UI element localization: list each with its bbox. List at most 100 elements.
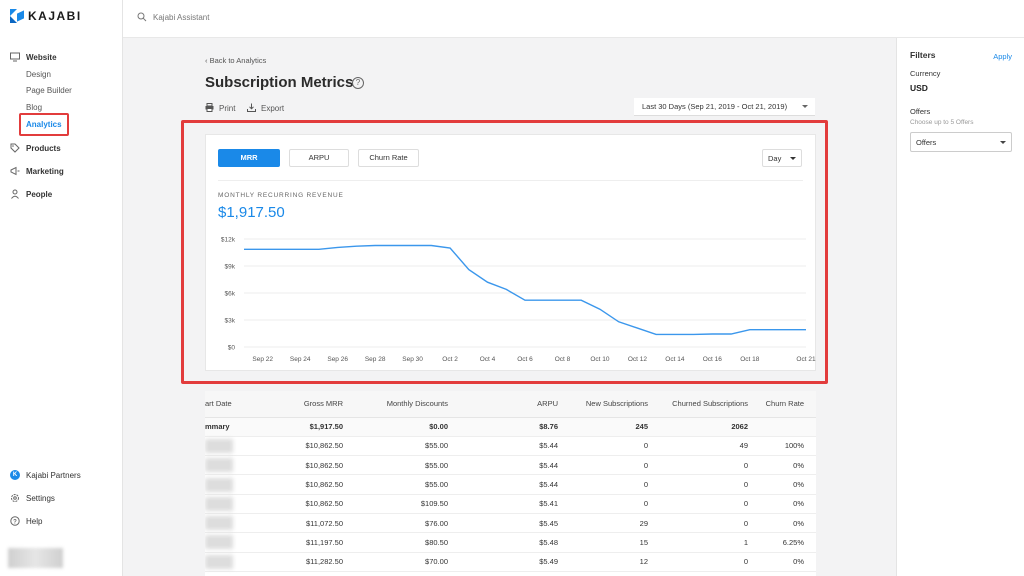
col-monthly-discounts[interactable]: Monthly Discounts [355,391,460,418]
table-cell: 0 [570,436,660,457]
apply-button[interactable]: Apply [993,52,1012,61]
y-tick-label: $6k [225,291,236,298]
x-tick-label: Oct 21 [796,356,816,363]
chart-y-axis: $0 $3k $6k $9k $12k [221,237,236,352]
summary-cell [760,417,816,437]
user-avatar-blurred[interactable] [8,548,63,568]
tab-churn-rate[interactable]: Churn Rate [358,149,419,167]
chart-card: MRR ARPU Churn Rate Day MONTHLY RECURRIN… [205,134,816,371]
tab-mrr[interactable]: MRR [218,149,280,167]
x-tick-label: Sep 22 [252,356,273,363]
chart-grid [244,238,806,348]
export-button[interactable]: Export [247,103,284,114]
table-cell: 0 [660,494,760,514]
nav-marketing[interactable]: Marketing [10,166,64,176]
table-cell: $5.44 [460,436,570,457]
currency-label: Currency [910,69,941,78]
analytics-highlight-box [19,113,69,136]
x-tick-label: Sep 26 [327,356,348,363]
blurred-date [205,458,233,473]
table-cell: 100% [760,436,816,457]
nav-help[interactable]: ? Help [10,516,42,526]
caret-down-icon [1000,141,1006,144]
summary-cell: 245 [570,417,660,437]
chart-x-axis: Sep 22 Sep 24 Sep 26 Sep 28 Sep 30 Oct 2 Oct 4… [252,356,816,363]
partners-icon: K [10,470,20,480]
kajabi-logo[interactable]: KAJABI [10,9,82,23]
table-cell: $5.41 [460,494,570,514]
col-churn-rate[interactable]: Churn Rate [760,391,816,418]
nav-design[interactable]: Design [26,70,51,79]
top-bar: Kajabi Assistant [123,0,1024,38]
table-row: $10,862.50 $55.00 $5.44 0 0 0% [205,455,816,476]
table-cell: $80.50 [355,532,460,553]
col-gross-mrr[interactable]: Gross MRR [275,391,355,418]
nav-settings[interactable]: Settings [10,493,55,503]
summary-cell: 2062 [660,417,760,437]
nav-website[interactable]: Website [10,52,57,62]
col-new-subscriptions[interactable]: New Subscriptions [570,391,660,418]
table-cell: $11,282.50 [275,552,355,572]
monitor-icon [10,52,20,62]
table-cell: $55.00 [355,474,460,495]
y-tick-label: $0 [228,345,236,352]
nav-people[interactable]: People [10,189,52,199]
x-tick-label: Oct 6 [517,356,533,363]
x-tick-label: Oct 2 [442,356,458,363]
svg-text:?: ? [13,519,17,525]
table-cell: $10,862.50 [275,474,355,495]
table-cell: 0 [660,474,760,495]
tab-arpu[interactable]: ARPU [289,149,349,167]
chevron-down-icon [802,105,808,108]
nav-blog[interactable]: Blog [26,103,43,112]
interval-label: Day [768,154,782,163]
col-start-date[interactable]: art Date [205,391,275,418]
table-row: $10,862.50 $55.00 $5.44 0 0 0% [205,474,816,495]
nav-products-label: Products [26,143,61,153]
x-tick-label: Oct 14 [665,356,685,363]
nav-kajabi-partners[interactable]: K Kajabi Partners [10,470,81,480]
nav-website-label: Website [26,52,57,62]
table-row: $10,862.50 $55.00 $5.44 0 49 100% [205,436,816,457]
table-cell: $109.50 [355,494,460,514]
nav-settings-label: Settings [26,493,55,503]
sidebar: KAJABI Website Design Page Builder Blog … [0,0,123,576]
page-title: Subscription Metrics [205,74,354,91]
logo-text: KAJABI [28,9,82,23]
x-tick-label: Oct 18 [740,356,760,363]
back-to-analytics-link[interactable]: ‹ Back to Analytics [205,56,267,65]
table-cell: 1 [660,532,760,553]
table-cell: 29 [570,513,660,534]
assistant-search-input[interactable]: Kajabi Assistant [153,13,210,22]
interval-select[interactable]: Day [762,149,802,167]
table-cell: $5.44 [460,474,570,495]
table-cell: $55.00 [355,436,460,457]
offers-hint: Choose up to 5 Offers [910,119,974,126]
table-cell: 0% [760,552,816,572]
nav-page-builder[interactable]: Page Builder [26,86,72,95]
search-icon [137,12,147,22]
help-icon[interactable]: ? [352,77,364,89]
col-churned-subscriptions[interactable]: Churned Subscriptions [660,391,760,418]
start-date-cell-blurred [205,494,275,514]
nav-analytics[interactable]: Analytics [26,120,62,129]
nav-marketing-label: Marketing [26,166,64,176]
table-cell: $11,072.50 [275,513,355,534]
col-arpu[interactable]: ARPU [460,391,570,418]
table-row: $11,197.50 $80.50 $5.48 15 1 6.25% [205,532,816,553]
table-cell: 0% [760,474,816,495]
offers-select[interactable]: Offers [910,132,1012,152]
table-cell: 6.25% [760,532,816,553]
start-date-cell-blurred [205,552,275,572]
metric-value: $1,917.50 [218,204,285,221]
mrr-series-line [244,244,806,336]
summary-cell: $1,917.50 [275,417,355,437]
nav-products[interactable]: Products [10,143,61,153]
metric-label: MONTHLY RECURRING REVENUE [218,192,344,199]
x-tick-label: Sep 28 [365,356,386,363]
gear-icon [10,493,20,503]
date-range-select[interactable]: Last 30 Days (Sep 21, 2019 - Oct 21, 201… [634,98,815,116]
table-cell: 49 [660,436,760,457]
print-button[interactable]: Print [205,103,235,114]
blurred-date [205,516,233,531]
